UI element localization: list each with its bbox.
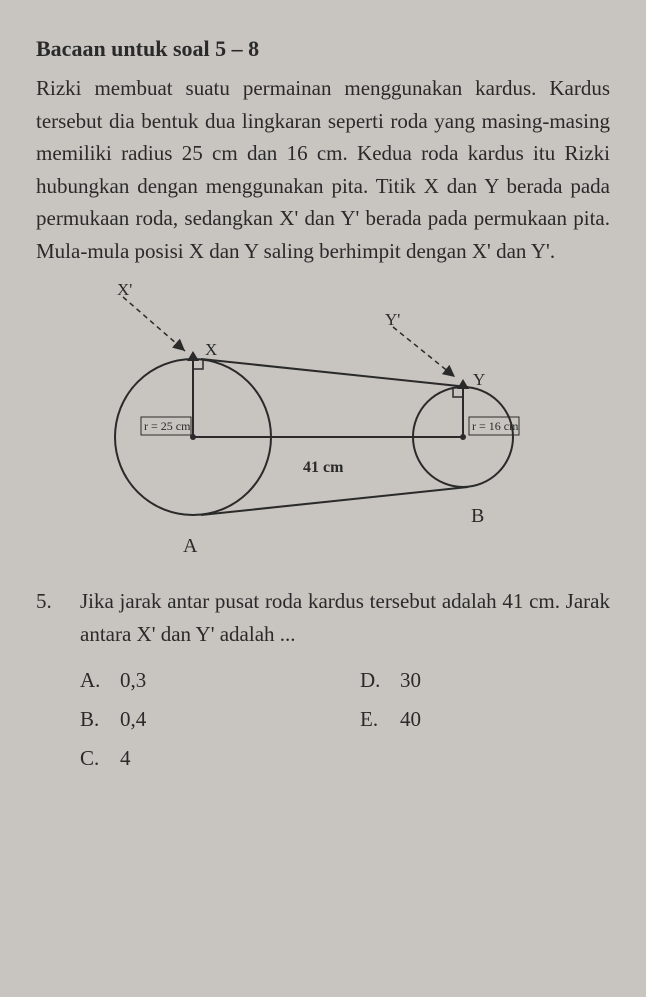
- reading-passage: Rizki membuat suatu permainan menggunaka…: [36, 72, 610, 267]
- radius-a-label: r = 25 cm: [144, 419, 191, 433]
- options-container: A. 0,3 B. 0,4 C. 4 D. 30 E.: [80, 664, 610, 774]
- option-value: 40: [400, 703, 421, 736]
- question-text: Jika jarak antar pusat roda kardus terse…: [80, 585, 610, 650]
- question-5: 5. Jika jarak antar pusat roda kardus te…: [36, 585, 610, 774]
- option-c: C. 4: [80, 742, 360, 775]
- option-value: 4: [120, 742, 131, 775]
- question-number: 5.: [36, 585, 80, 774]
- option-letter: B.: [80, 703, 120, 736]
- radius-b-label: r = 16 cm: [472, 419, 519, 433]
- option-letter: E.: [360, 703, 400, 736]
- diagram-container: X' X Y' Y r = 25 cm r = 16 cm 41 cm A B: [36, 277, 610, 567]
- option-value: 0,3: [120, 664, 146, 697]
- option-letter: A.: [80, 664, 120, 697]
- x-prime-label: X': [117, 280, 132, 299]
- option-d: D. 30: [360, 664, 421, 697]
- y-label: Y: [473, 370, 485, 389]
- option-letter: D.: [360, 664, 400, 697]
- option-b: B. 0,4: [80, 703, 360, 736]
- x-label: X: [205, 340, 217, 359]
- option-e: E. 40: [360, 703, 421, 736]
- center-distance-label: 41 cm: [303, 459, 344, 476]
- option-value: 0,4: [120, 703, 146, 736]
- option-value: 30: [400, 664, 421, 697]
- belt-circles-diagram: X' X Y' Y r = 25 cm r = 16 cm 41 cm A B: [63, 277, 583, 567]
- option-letter: C.: [80, 742, 120, 775]
- circle-b-label: B: [471, 505, 484, 527]
- y-prime-label: Y': [385, 310, 400, 329]
- reading-heading: Bacaan untuk soal 5 – 8: [36, 32, 610, 66]
- circle-a-label: A: [183, 535, 198, 557]
- option-a: A. 0,3: [80, 664, 360, 697]
